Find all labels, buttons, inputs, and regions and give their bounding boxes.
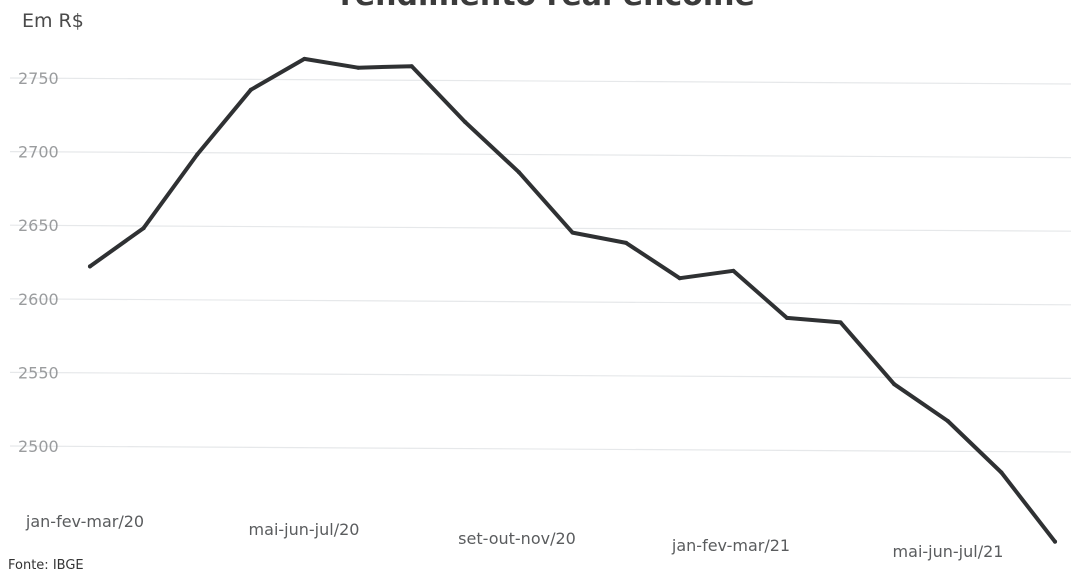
data-point [999, 470, 1004, 475]
data-point [624, 240, 629, 245]
y-tick-label: 2600 [18, 290, 59, 309]
y-axis-unit-label: Em R$ [22, 10, 84, 32]
data-point [463, 120, 468, 125]
y-tick-label: 2750 [18, 69, 59, 88]
gridline [9, 151, 1071, 159]
data-point [945, 418, 950, 423]
y-tick-label: 2650 [18, 216, 59, 235]
data-point [356, 65, 361, 70]
gridline [9, 224, 1071, 232]
gridline [9, 77, 1071, 85]
y-tick-label: 2500 [18, 437, 59, 456]
y-tick-label: 2550 [18, 363, 59, 382]
data-point [838, 320, 843, 325]
data-point [248, 87, 253, 92]
gridline [9, 445, 1071, 453]
data-point [570, 230, 575, 235]
data-point [677, 276, 682, 281]
data-point [1053, 539, 1057, 544]
data-point [302, 56, 307, 61]
x-tick-label: set-out-nov/20 [458, 529, 576, 548]
x-tick-label: mai-jun-jul/21 [893, 542, 1004, 561]
data-point [731, 268, 736, 273]
gridline [9, 298, 1071, 306]
data-point [892, 382, 897, 387]
data-point [141, 226, 146, 231]
gridline [9, 371, 1071, 379]
x-tick-label: mai-jun-jul/20 [249, 520, 360, 539]
data-point [784, 315, 789, 320]
source-note: Fonte: IBGE [8, 558, 84, 573]
data-point [409, 64, 414, 69]
data-point [88, 264, 92, 269]
x-tick-label: jan-fev-mar/21 [671, 536, 790, 555]
data-point [195, 152, 200, 157]
y-tick-label: 2700 [18, 143, 59, 162]
data-point [516, 170, 521, 175]
x-tick-label: jan-fev-mar/20 [25, 512, 144, 531]
chart-title: rendimento real encolhe [340, 0, 755, 13]
